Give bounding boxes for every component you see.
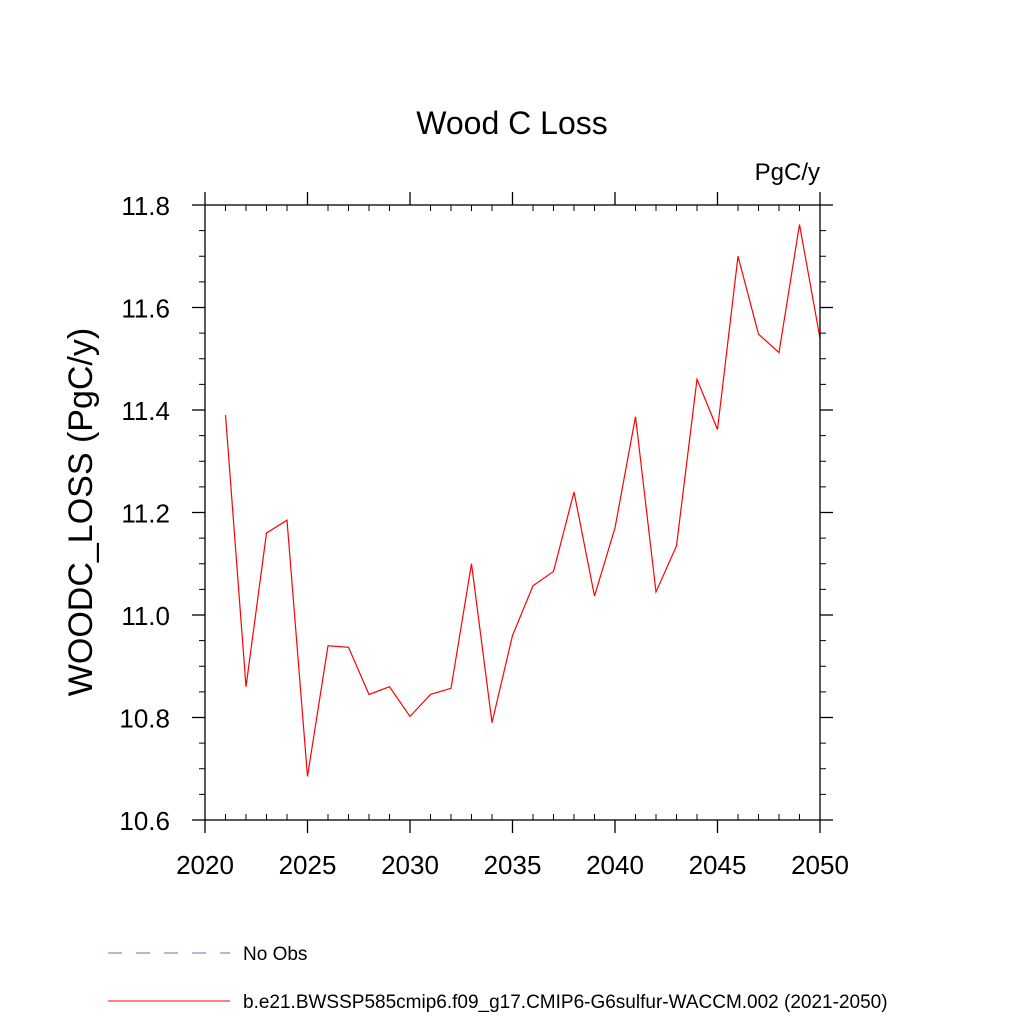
x-tick-label: 2035: [484, 850, 542, 880]
y-axis-label: WOODC_LOSS (PgC/y): [62, 328, 100, 696]
tick-labels: 2020 2025 2030 2035 2040 2045 2050 10.6 10.8 11.0…: [119, 191, 849, 880]
x-tick-label: 2045: [689, 850, 747, 880]
legend-label-no-obs: No Obs: [243, 944, 307, 965]
x-tick-label: 2030: [381, 850, 439, 880]
plot-frame: [204, 204, 821, 821]
chart-title: Wood C Loss: [416, 105, 608, 141]
x-tick-label: 2040: [586, 850, 644, 880]
series-line: [224, 224, 821, 777]
x-tick-label: 2025: [279, 850, 337, 880]
y-tick-label: 11.0: [121, 601, 170, 631]
units-label: PgC/y: [755, 159, 820, 186]
axis-ticks: [192, 192, 833, 833]
y-tick-label: 11.2: [121, 499, 170, 529]
y-tick-label: 10.6: [119, 806, 170, 836]
y-tick-label: 11.8: [121, 191, 170, 221]
legend: No Obs b.e21.BWSSP585cmip6.f09_g17.CMIP6…: [108, 944, 888, 1013]
y-tick-label: 11.4: [121, 396, 170, 426]
x-tick-label: 2050: [791, 850, 849, 880]
x-tick-label: 2020: [176, 850, 234, 880]
y-tick-label: 10.8: [119, 704, 170, 734]
legend-label-model-run: b.e21.BWSSP585cmip6.f09_g17.CMIP6-G6sulf…: [243, 992, 888, 1013]
y-tick-label: 11.6: [121, 294, 170, 324]
series-lines: [224, 224, 821, 777]
